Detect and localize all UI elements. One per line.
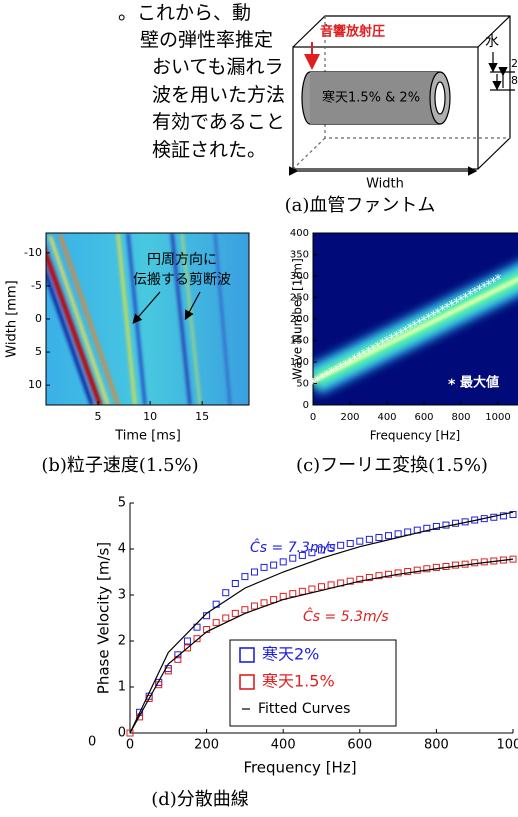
annotation: Ĉs = 7.3m/s [250, 538, 336, 556]
x-tick-label: 10 [143, 410, 157, 423]
body-text: 。これから、動 壁の弾性率推定 おいても漏れラ 波を用いた方法 有効であること … [118, 2, 285, 161]
x-tick-label: 15 [195, 410, 209, 423]
y-tick-label: 10 [28, 378, 42, 391]
page: 。これから、動 壁の弾性率推定 おいても漏れラ 波を用いた方法 有効であること … [0, 0, 518, 817]
x-tick-label: 5 [95, 410, 102, 423]
data-point [251, 603, 257, 609]
x-tick-label: 800 [424, 738, 449, 753]
data-point [290, 555, 296, 561]
y-tick-label: 3 [118, 588, 126, 603]
x-tick-label: 1000 [496, 738, 518, 753]
y-axis-label: Wave Number [1/m] [291, 258, 305, 380]
text-line: 壁の弾性率推定 [140, 29, 273, 51]
data-point [290, 591, 296, 597]
y-axis-label: Phase Velocity [m/s] [95, 542, 113, 694]
y-tick-label: 5 [118, 496, 126, 511]
data-point [242, 574, 248, 580]
data-point [366, 536, 372, 542]
x-axis-label: Time [ms] [114, 429, 181, 444]
legend-label: 最大値 [460, 375, 499, 391]
y-tick-label: -10 [24, 246, 42, 259]
annotation: 円周方向に [147, 252, 217, 268]
text-line: 有効であること [152, 111, 285, 133]
x-tick-label: 0 [310, 412, 316, 423]
y-tick-label: 0 [35, 312, 42, 325]
y-tick-label: 5 [35, 345, 42, 358]
legend-label: 寒天2% [262, 645, 319, 664]
data-point [223, 590, 229, 596]
dim-label: 2 [511, 57, 518, 70]
x-tick-label: 400 [377, 412, 396, 423]
data-point [347, 540, 353, 546]
caption: (c)フーリエ変換(1.5%) [296, 455, 488, 476]
force-label: 音響放射圧 [320, 24, 385, 40]
text-line: 波を用いた方法 [152, 84, 285, 106]
data-point [232, 610, 238, 616]
data-point [251, 569, 257, 575]
y-tick-label: 0 [118, 726, 126, 741]
legend-label: 寒天1.5% [262, 672, 335, 691]
x-tick-label: 200 [194, 738, 219, 753]
data-point [395, 531, 401, 537]
caption: (d)分散曲線 [151, 789, 249, 810]
heatmap-image [36, 233, 249, 405]
data-point [232, 581, 238, 587]
caption: (a)血管ファントム [285, 195, 436, 216]
caption: (b)粒子速度(1.5%) [41, 455, 198, 476]
data-point [453, 562, 459, 568]
legend-label: Fitted Curves [258, 701, 350, 717]
x-tick-label: 600 [414, 412, 433, 423]
x-tick-label: 400 [271, 738, 296, 753]
data-point [443, 563, 449, 569]
data-point [223, 615, 229, 621]
data-point [309, 586, 315, 592]
x-axis-label: Frequency [Hz] [243, 759, 356, 777]
annotation: Ĉs = 5.3m/s [303, 607, 389, 625]
x-axis-label: Frequency [Hz] [370, 429, 461, 443]
x-tick-label: 0 [126, 738, 134, 753]
data-point [299, 588, 305, 594]
data-point [280, 559, 286, 565]
x-tick-label: 1000 [485, 412, 510, 423]
text-line: おいても漏れラ [152, 56, 283, 78]
y-tick-label: 1 [118, 680, 126, 695]
x-tick-label: 800 [451, 412, 470, 423]
annotation: 伝搬する剪断波 [133, 272, 231, 288]
water-label: 水 [485, 34, 499, 50]
data-point [213, 620, 219, 626]
x-tick-label: 600 [347, 738, 372, 753]
tube-hole [435, 82, 445, 114]
data-point [242, 607, 248, 613]
text-line: 。これから、動 [118, 2, 251, 24]
data-point [184, 638, 190, 644]
stray-label: 0 [88, 735, 96, 750]
width-label: Width [366, 177, 404, 192]
y-axis-label: Width [mm] [5, 280, 20, 357]
data-point [357, 538, 363, 544]
peak-marker: * [495, 273, 502, 288]
dim-label: 8 [511, 74, 518, 87]
y-tick-label: 400 [290, 228, 309, 239]
agar-label: 寒天1.5% & 2% [322, 90, 420, 106]
data-point [376, 535, 382, 541]
data-point [338, 542, 344, 548]
x-tick-label: 200 [340, 412, 359, 423]
y-tick-label: -5 [31, 279, 42, 292]
data-point [261, 564, 267, 570]
data-point [261, 600, 267, 606]
y-tick-label: 4 [118, 542, 126, 557]
data-point [386, 533, 392, 539]
data-point [472, 560, 478, 566]
y-tick-label: 0 [303, 400, 309, 411]
y-tick-label: 2 [118, 634, 126, 649]
tube-start [302, 72, 310, 124]
text-line: 検証された。 [152, 139, 266, 161]
legend-marker: * [448, 377, 456, 393]
data-point [271, 562, 277, 568]
data-point [319, 584, 325, 590]
